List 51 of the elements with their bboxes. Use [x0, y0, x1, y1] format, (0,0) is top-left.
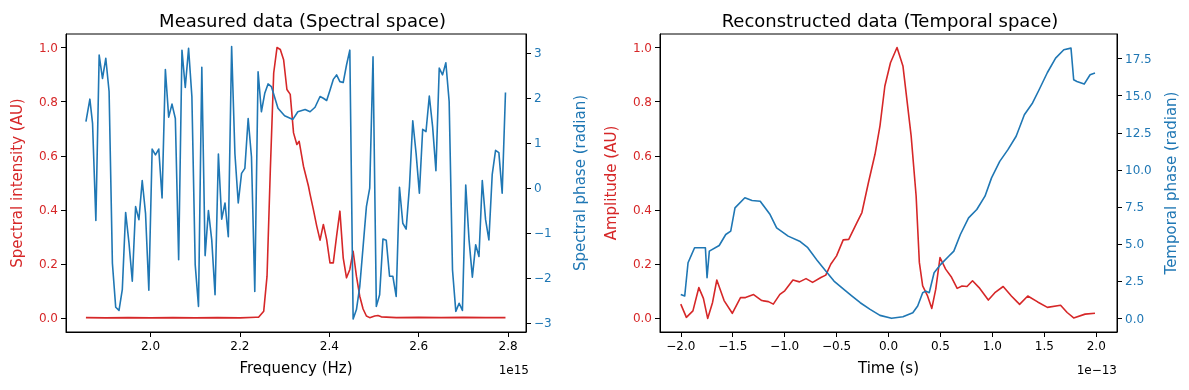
text: 1e−13 — [1076, 363, 1117, 377]
y2-tick-label: 5.0 — [1125, 237, 1145, 252]
text: 1e15 — [498, 363, 529, 377]
y-tick-label: 0.0 — [38, 311, 58, 326]
y2-axis-title: Spectral phase (radian) — [570, 94, 589, 272]
y-tick-label: 0.4 — [38, 203, 58, 218]
x-tick-label: 0.0 — [878, 339, 899, 353]
y2-tick-label: 15.0 — [1125, 88, 1152, 103]
chart-title: Reconstructed data (Temporal space) — [721, 9, 1059, 31]
y2-tick-label: 0 — [534, 181, 542, 196]
x-axis-title: Time (s) — [857, 358, 919, 377]
chart-title: Measured data (Spectral space) — [159, 9, 446, 31]
y2-tick-label: 2.5 — [1125, 274, 1145, 289]
x-tick-label: 2.0 — [140, 339, 161, 353]
y-tick-label: 0.6 — [632, 148, 652, 163]
x-tick-label: −0.5 — [822, 339, 852, 353]
x-tick-label: 2.8 — [498, 339, 518, 353]
y-axis-title: Spectral intensity (AU) — [7, 98, 26, 268]
y-tick-label: 1.0 — [632, 40, 652, 55]
y2-tick-label: −2 — [534, 271, 552, 286]
y-tick-label: 0.2 — [38, 257, 58, 272]
y2-tick-label: 0.0 — [1125, 311, 1145, 326]
x-tick-label: 2.6 — [409, 339, 429, 353]
x-tick-label: 0.5 — [930, 339, 950, 353]
y2-tick-label: 10.0 — [1125, 162, 1152, 177]
x-axis-title: Frequency (Hz) — [239, 358, 353, 377]
x-tick-label: −2.0 — [666, 339, 696, 353]
x-tick-label: −1.5 — [718, 339, 748, 353]
y2-tick-label: 3 — [534, 46, 542, 61]
x-tick-label: 1.5 — [1034, 339, 1054, 353]
y2-tick-label: 7.5 — [1125, 200, 1145, 215]
y2-tick-label: 2 — [534, 91, 542, 106]
y-tick-label: 0.8 — [38, 94, 58, 109]
y2-tick-label: 12.5 — [1125, 125, 1152, 140]
y-tick-label: 1.0 — [38, 40, 58, 55]
y-tick-label: 0.4 — [632, 203, 652, 218]
y2-axis-title: Temporal phase (radian) — [1161, 91, 1180, 276]
y-tick-label: 0.2 — [632, 257, 652, 272]
y2-tick-label: −1 — [534, 226, 552, 241]
x-tick-label: −1.0 — [770, 339, 800, 353]
x-tick-label: 1.0 — [982, 339, 1002, 353]
y-axis-title: Amplitude (AU) — [601, 125, 620, 241]
y-tick-label: 0.8 — [632, 94, 652, 109]
x-tick-label: 2.0 — [1086, 339, 1106, 353]
y2-tick-label: −3 — [534, 316, 552, 331]
y-tick-label: 0.6 — [38, 148, 58, 163]
y2-tick-label: 1 — [534, 136, 542, 151]
y-tick-label: 0.0 — [632, 311, 652, 326]
x-tick-label: 2.4 — [319, 339, 339, 353]
x-tick-label: 2.2 — [230, 339, 250, 353]
y2-tick-label: 17.5 — [1125, 51, 1152, 66]
